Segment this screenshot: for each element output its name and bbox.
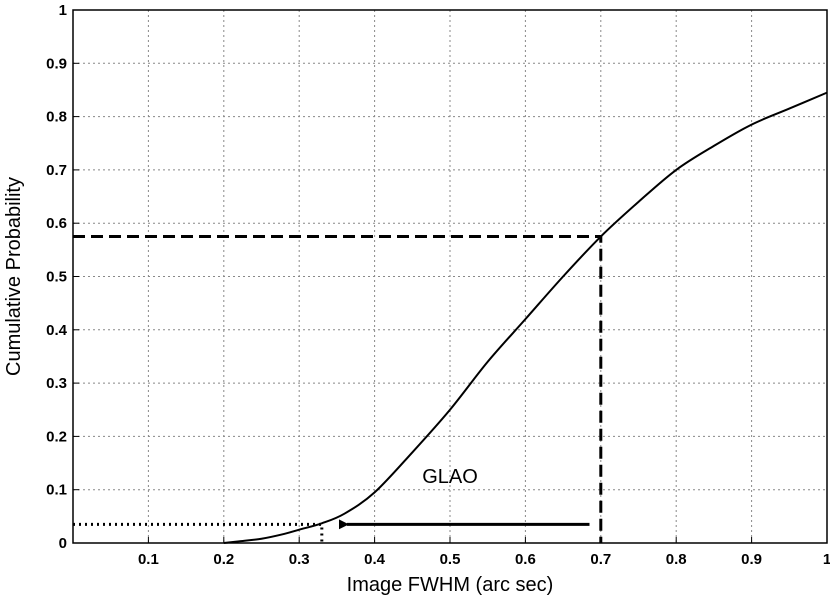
glao-label: GLAO bbox=[422, 466, 478, 488]
grid-lines bbox=[73, 10, 827, 543]
data-series bbox=[223, 91, 828, 544]
y-tick-label: 0.8 bbox=[46, 109, 67, 126]
y-tick-label: 0.2 bbox=[46, 428, 67, 445]
y-axis-ticks: 0 0.1 0.2 0.3 0.4 0.5 0.6 0.7 0.8 0.9 1 bbox=[46, 2, 79, 552]
x-tick-label: 0.2 bbox=[213, 551, 234, 568]
y-tick-label: 0.5 bbox=[46, 269, 67, 286]
x-tick-label: 0.5 bbox=[440, 551, 461, 568]
x-tick-label: 0.4 bbox=[364, 551, 386, 568]
y-axis-title: Cumulative Probability bbox=[3, 177, 25, 376]
x-tick-label: 0.3 bbox=[289, 551, 310, 568]
x-tick-label: 1 bbox=[823, 551, 830, 568]
x-axis-title: Image FWHM (arc sec) bbox=[347, 574, 554, 596]
x-tick-label: 0.8 bbox=[666, 551, 687, 568]
x-tick-label: 0.9 bbox=[741, 551, 762, 568]
x-tick-label: 0.6 bbox=[515, 551, 536, 568]
annotation-group: GLAO bbox=[338, 466, 590, 530]
y-tick-label: 0.9 bbox=[46, 55, 67, 72]
y-tick-label: 0.7 bbox=[46, 162, 67, 179]
x-axis-ticks: 0.1 0.2 0.3 0.4 0.5 0.6 0.7 0.8 0.9 1 bbox=[138, 537, 830, 568]
y-tick-label: 0.1 bbox=[46, 482, 67, 499]
x-tick-label: 0.7 bbox=[590, 551, 611, 568]
y-tick-label: 1 bbox=[59, 2, 67, 19]
y-tick-label: 0.6 bbox=[46, 215, 67, 232]
y-tick-label: 0 bbox=[59, 535, 67, 552]
dashed-reference-line bbox=[73, 235, 603, 543]
x-tick-label: 0.1 bbox=[138, 551, 159, 568]
y-tick-label: 0.4 bbox=[46, 322, 68, 339]
cumulative-curve bbox=[223, 91, 828, 544]
y-tick-label: 0.3 bbox=[46, 375, 67, 392]
reference-lines bbox=[73, 235, 603, 543]
